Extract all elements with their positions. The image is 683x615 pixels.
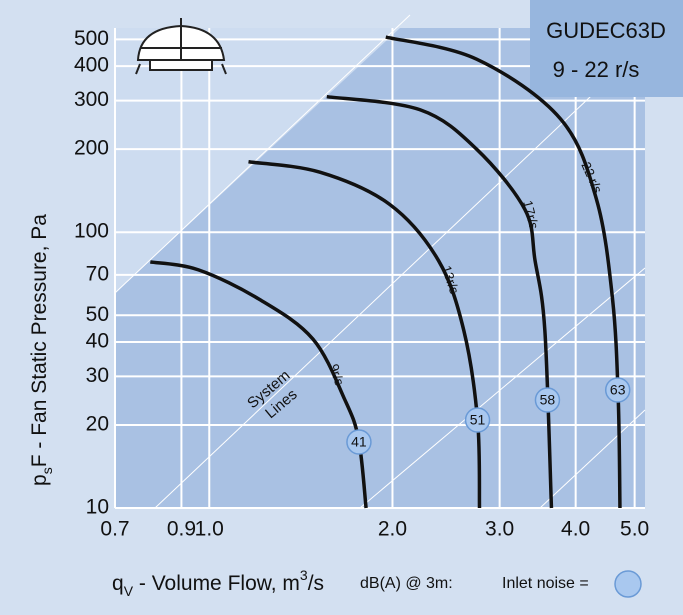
noise-circle (534, 387, 561, 413)
noise-label: 63 (610, 382, 626, 398)
label-part: p (28, 474, 51, 486)
noise-circle (346, 429, 372, 455)
noise-label: 58 (540, 392, 556, 408)
y-tick-label: 70 (86, 262, 109, 285)
x-tick-label: 2.0 (378, 518, 407, 541)
label-part: /s (308, 572, 324, 595)
x-tick-label: 1.0 (195, 518, 224, 541)
chart-title: GUDEC63D (546, 18, 666, 43)
y-tick-label: 10 (86, 496, 109, 519)
noise-label: 41 (351, 434, 367, 450)
legend-text: Inlet noise = (502, 575, 589, 592)
y-tick-label: 40 (86, 329, 109, 352)
system-line (539, 409, 646, 509)
x-tick-label: 0.7 (100, 518, 129, 541)
label-part: V (124, 583, 134, 599)
label-part: q (112, 572, 124, 595)
legend-text: dB(A) @ 3m: (360, 575, 453, 592)
y-tick-label: 20 (86, 413, 109, 436)
x-tick-label: 4.0 (561, 518, 590, 541)
fan-icon (135, 18, 227, 75)
y-tick-label: 300 (74, 88, 109, 111)
y-tick-label: 50 (86, 303, 109, 326)
system-line (359, 267, 646, 509)
noise-circle (464, 407, 491, 433)
y-tick-label: 100 (74, 220, 109, 243)
label-part: s (39, 467, 55, 474)
y-tick-label: 500 (74, 27, 109, 50)
title-box (530, 0, 683, 97)
x-tick-label: 0.9 (167, 518, 196, 541)
y-tick-label: 30 (86, 364, 109, 387)
system-line (114, 14, 411, 294)
fan-curve (326, 94, 554, 509)
x-tick-label: 3.0 (485, 518, 514, 541)
y-tick-label: 200 (74, 137, 109, 160)
curve-label: 17r/s (520, 199, 542, 231)
curve-label: 9r/s (326, 362, 347, 388)
x-axis-label: qV - Volume Flow, m3/s (112, 567, 324, 599)
light-region (115, 28, 400, 293)
legend-swatch (614, 570, 642, 598)
label-part: F - Fan Static Pressure, Pa (28, 214, 51, 468)
x-tick-label: 5.0 (620, 518, 649, 541)
y-axis-label: psF - Fan Static Pressure, Pa (28, 214, 55, 486)
noise-circle (604, 377, 631, 403)
noise-label: 51 (470, 412, 486, 428)
chart-subtitle: 9 - 22 r/s (553, 57, 640, 82)
label-part: - Volume Flow, m (133, 572, 300, 595)
label-part: 3 (300, 567, 308, 583)
y-tick-label: 400 (74, 54, 109, 77)
